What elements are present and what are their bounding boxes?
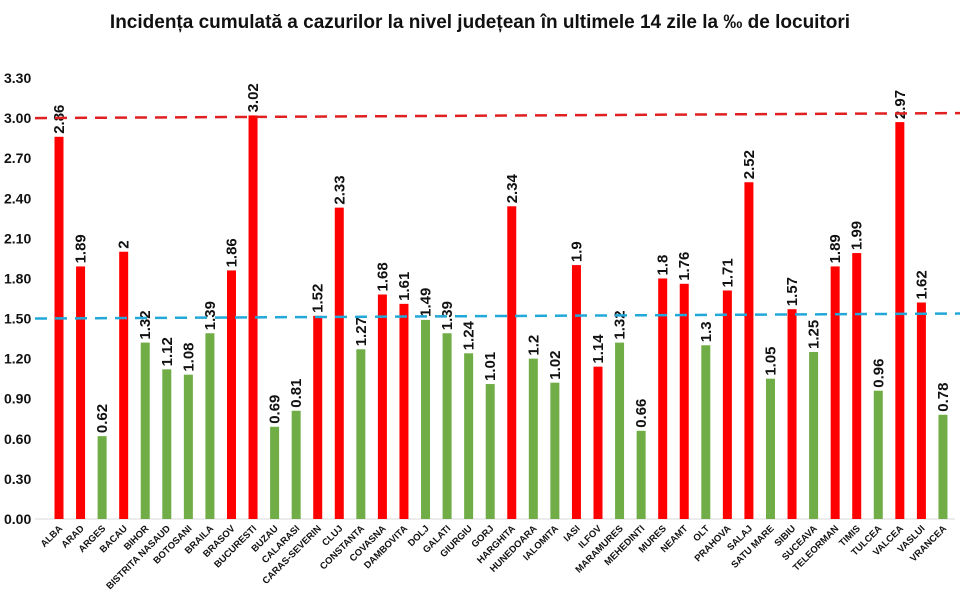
y-tick-label: 0.90 [4, 391, 31, 407]
value-label: 1.39 [439, 301, 456, 330]
bar-mures [658, 278, 668, 519]
y-tick-label: 2.40 [4, 190, 31, 206]
value-label: 1.8 [655, 255, 672, 276]
reference-line-3 [34, 111, 960, 120]
bar-galati [442, 333, 452, 519]
y-tick-label: 2.10 [4, 230, 31, 246]
bar-bacau [119, 251, 129, 519]
bar-braila [205, 333, 215, 519]
bar-timis [852, 253, 862, 519]
value-label: 0.78 [935, 383, 952, 412]
bar-calarasi [291, 410, 301, 519]
bar-hunedoara [528, 358, 538, 519]
bar-covasna [377, 294, 387, 519]
value-label: 1.32 [137, 310, 154, 339]
value-label: 1.89 [73, 234, 90, 263]
value-label: 1.57 [784, 277, 801, 306]
value-label: 1.89 [827, 234, 844, 263]
bar-salaj [744, 182, 754, 519]
bar-iasi [571, 265, 581, 519]
bar-prahova [722, 290, 732, 519]
bar-bihor [140, 342, 150, 519]
bar-arges [97, 436, 107, 519]
value-label: 0.69 [267, 395, 284, 424]
value-label: 2 [116, 240, 133, 248]
value-label: 1.05 [762, 346, 779, 375]
bar-teleorman [830, 266, 840, 519]
value-label: 0.62 [94, 404, 111, 433]
bar-tulcea [873, 390, 883, 519]
value-label: 1.25 [806, 320, 823, 349]
y-tick-label: 1.50 [4, 311, 31, 327]
bar-harghita [507, 206, 517, 520]
bar-satu-mare [765, 378, 775, 519]
value-label: 0.96 [870, 359, 887, 388]
bar-botosani [183, 374, 193, 519]
value-label: 1.61 [396, 272, 413, 301]
bar-vaslui [916, 302, 926, 519]
value-label: 1.52 [310, 284, 327, 313]
value-label: 1.49 [418, 288, 435, 317]
value-label: 1.71 [719, 258, 736, 287]
value-label: 1.08 [180, 342, 197, 371]
bar-alba [54, 136, 64, 520]
bar-cluj [334, 207, 344, 520]
y-tick-label: 0.30 [4, 471, 31, 487]
value-label: 1.01 [482, 352, 499, 381]
value-label: 0.81 [288, 379, 305, 408]
y-tick-label: 3.00 [4, 110, 31, 126]
bar-valcea [895, 122, 905, 519]
y-tick-label: 3.30 [4, 70, 31, 86]
bar-gorj [485, 384, 495, 519]
value-label: 1.02 [547, 350, 564, 379]
bar-suceava [809, 351, 819, 519]
bar-sibiu [787, 309, 797, 519]
bar-vrancea [938, 414, 948, 519]
value-label: 1.3 [698, 321, 715, 342]
value-label: 1.32 [612, 310, 629, 339]
value-label: 1.62 [913, 270, 930, 299]
bar-mehedinti [636, 430, 646, 519]
value-label: 1.68 [374, 262, 391, 291]
bar-neamt [679, 283, 689, 519]
value-label: 2.33 [331, 175, 348, 204]
bar-dambovita [399, 303, 409, 519]
y-tick-label: 2.70 [4, 150, 31, 166]
bar-arad [76, 266, 86, 519]
bar-brasov [226, 270, 236, 519]
value-label: 2.34 [504, 173, 521, 203]
value-label: 1.2 [525, 335, 542, 356]
value-label: 1.14 [590, 334, 607, 364]
value-label: 1.39 [202, 301, 219, 330]
bar-caras-severin [313, 315, 323, 519]
value-label: 1.99 [849, 221, 866, 250]
y-tick-label: 1.80 [4, 270, 31, 286]
bar-constanta [356, 349, 366, 519]
value-label: 1.76 [676, 252, 693, 281]
bar-dolj [421, 319, 431, 519]
bar-ilfov [593, 366, 603, 519]
value-label: 1.24 [461, 320, 478, 350]
bar-giurgiu [464, 353, 474, 519]
value-label: 1.27 [353, 317, 370, 346]
y-tick-label: 0.00 [4, 511, 31, 527]
y-tick-label: 0.60 [4, 431, 31, 447]
chart-title: Incidența cumulată a cazurilor la nivel … [109, 12, 851, 33]
value-label: 1.9 [568, 241, 585, 262]
value-label: 1.86 [223, 238, 240, 267]
y-tick-label: 1.20 [4, 351, 31, 367]
value-label: 3.02 [245, 83, 262, 112]
bar-maramures [615, 342, 625, 519]
bar-olt [701, 345, 711, 519]
bar-ialomita [550, 382, 560, 519]
value-label: 2.52 [741, 150, 758, 179]
value-label: 0.66 [633, 399, 650, 428]
bar-buzau [270, 426, 280, 519]
reference-line-1.5 [34, 312, 960, 320]
bar-bistrita-nasaud [162, 369, 172, 519]
value-label: 2.97 [892, 90, 909, 119]
value-label: 1.12 [159, 337, 176, 366]
bar-bucuresti [248, 115, 258, 519]
